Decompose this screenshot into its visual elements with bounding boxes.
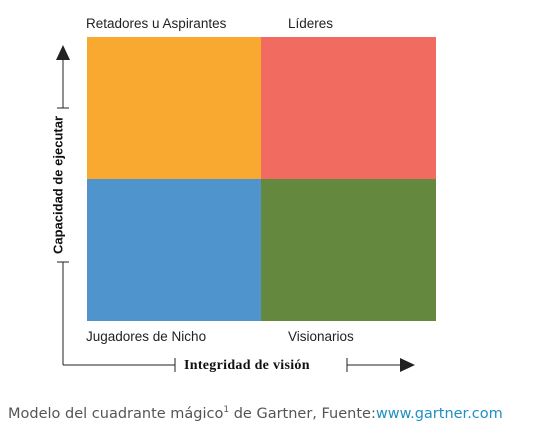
caption-text: Modelo del cuadrante mágico bbox=[8, 406, 224, 422]
quadrant-visionaries bbox=[261, 179, 436, 321]
quadrant-label-visionaries: Visionarios bbox=[288, 329, 354, 344]
caption-footnote-marker: 1 bbox=[223, 405, 230, 416]
y-axis-arrowhead bbox=[56, 45, 70, 60]
quadrant-challengers bbox=[87, 37, 261, 179]
figure-caption: Modelo del cuadrante mágico1 de Gartner,… bbox=[8, 406, 503, 422]
x-axis-title: Integridad de visión bbox=[184, 358, 310, 373]
y-axis-title: Capacidad de ejecutar bbox=[50, 116, 66, 254]
quadrant-leaders bbox=[261, 37, 436, 179]
x-axis-arrowhead bbox=[400, 358, 415, 372]
quadrant-label-niche-players: Jugadores de Nicho bbox=[86, 329, 207, 344]
quadrant-label-challengers: Retadores u Aspirantes bbox=[86, 16, 227, 31]
quadrant-label-leaders: Líderes bbox=[288, 16, 334, 31]
source-link[interactable]: www.gartner.com bbox=[375, 406, 503, 422]
quadrant-niche-players bbox=[87, 179, 261, 321]
caption-middle: de Gartner, Fuente: bbox=[229, 406, 376, 422]
